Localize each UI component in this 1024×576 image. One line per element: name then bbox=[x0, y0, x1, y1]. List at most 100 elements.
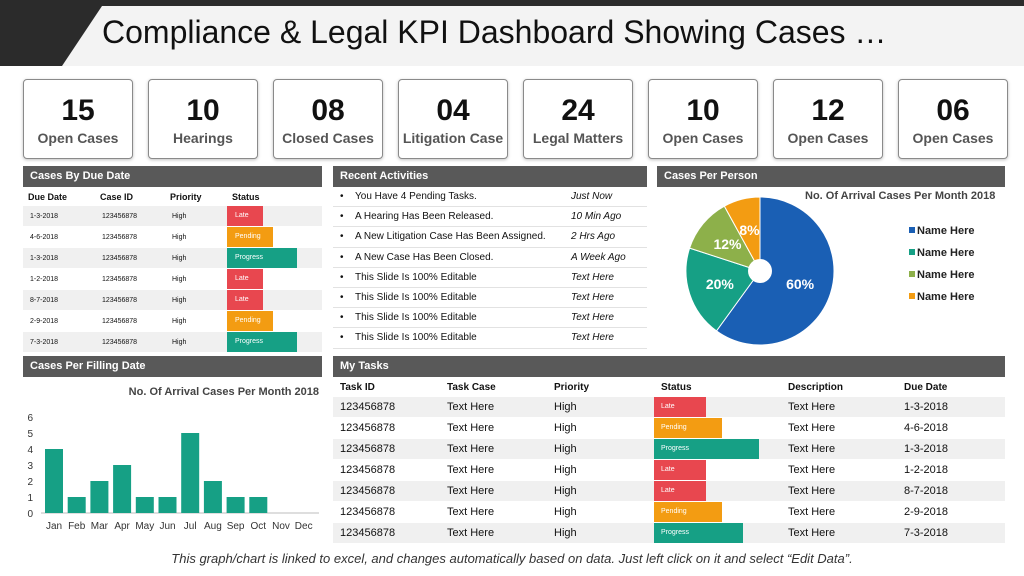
activity-item[interactable]: • This Slide Is 100% Editable Text Here bbox=[333, 308, 647, 329]
table-row[interactable]: 123456878 Text Here High Late Text Here 1-2-2… bbox=[333, 459, 1005, 481]
table-cell: High bbox=[165, 206, 227, 227]
status-cell: Late bbox=[654, 480, 781, 502]
table-cell: Text Here bbox=[781, 417, 897, 439]
table-cell: 1-2-2018 bbox=[897, 459, 1005, 481]
activity-item[interactable]: • A New Case Has Been Closed. A Week Ago bbox=[333, 248, 647, 268]
pie-slice[interactable] bbox=[715, 196, 835, 346]
bar[interactable] bbox=[113, 465, 132, 513]
kpi-value: 10 bbox=[186, 94, 220, 127]
bar-chart[interactable]: No. Of Arrival Cases Per Month 2018 0 1 2 3 4… bbox=[23, 377, 323, 537]
bar[interactable] bbox=[226, 497, 245, 513]
activity-text: This Slide Is 100% Editable bbox=[355, 332, 477, 344]
activity-item[interactable]: • A Hearing Has Been Released. 10 Min Ago bbox=[333, 207, 647, 228]
kpi-card-open-cases-4[interactable]: 06 Open Cases bbox=[898, 79, 1008, 159]
bar-chart-title: No. Of Arrival Cases Per Month 2018 bbox=[129, 386, 319, 398]
table-row[interactable]: 1-2-2018 123456878 High Late bbox=[23, 268, 322, 290]
kpi-card-open-cases[interactable]: 15 Open Cases bbox=[23, 79, 133, 159]
activity-item[interactable]: • This Slide Is 100% Editable Text Here bbox=[333, 268, 647, 288]
table-row[interactable]: 7-3-2018 123456878 High Progress bbox=[23, 331, 322, 353]
table-cell: Text Here bbox=[440, 501, 547, 523]
activity-item[interactable]: • This Slide Is 100% Editable Text Here bbox=[333, 288, 647, 309]
pie-chart[interactable]: 60% 20% 12%8% bbox=[684, 196, 836, 346]
table-cell: 4-6-2018 bbox=[23, 226, 95, 248]
status-cell: Pending bbox=[227, 310, 322, 332]
kpi-label: Legal Matters bbox=[532, 130, 624, 146]
y-tick-label: 6 bbox=[27, 413, 33, 424]
column-header: Case ID bbox=[100, 192, 134, 202]
bullet-icon: • bbox=[340, 291, 344, 303]
status-badge: Pending bbox=[227, 311, 273, 331]
activity-item[interactable]: • You Have 4 Pending Tasks. Just Now bbox=[333, 187, 647, 208]
activity-item[interactable]: • This Slide Is 100% Editable Text Here bbox=[333, 328, 647, 349]
kpi-card-open-cases-2[interactable]: 10 Open Cases bbox=[648, 79, 758, 159]
table-cell: High bbox=[165, 226, 227, 248]
activity-item[interactable]: • A New Litigation Case Has Been Assigned… bbox=[333, 227, 647, 248]
kpi-card-open-cases-3[interactable]: 12 Open Cases bbox=[773, 79, 883, 159]
activity-text: This Slide Is 100% Editable bbox=[355, 271, 477, 283]
pie-slice[interactable] bbox=[723, 196, 761, 272]
table-cell: High bbox=[547, 480, 654, 502]
table-cell: 123456878 bbox=[333, 501, 440, 523]
table-row[interactable]: 123456878 Text Here High Progress Text Here 1… bbox=[333, 438, 1005, 460]
table-row[interactable]: 123456878 Text Here High Progress Text Here 7… bbox=[333, 522, 1005, 544]
bar[interactable] bbox=[181, 433, 200, 513]
legend-swatch bbox=[909, 271, 915, 277]
legend-label: Name Here bbox=[917, 225, 975, 237]
column-header: Priority bbox=[554, 381, 590, 393]
table-row[interactable]: 123456878 Text Here High Late Text Here 8-7-2… bbox=[333, 480, 1005, 502]
activity-time: A Week Ago bbox=[571, 251, 626, 263]
bar[interactable] bbox=[135, 497, 154, 513]
tasks-table: Task ID Task Case Priority Status Descri… bbox=[333, 377, 1005, 544]
status-badge: Progress bbox=[227, 332, 297, 352]
table-cell: High bbox=[547, 501, 654, 523]
status-cell: Late bbox=[227, 289, 322, 311]
table-row[interactable]: 8-7-2018 123456878 High Late bbox=[23, 289, 322, 311]
table-row[interactable]: 123456878 Text Here High Late Text Here 1-3-2… bbox=[333, 397, 1005, 418]
pie-slice[interactable] bbox=[685, 247, 761, 332]
column-header: Task ID bbox=[340, 381, 375, 393]
table-row[interactable]: 123456878 Text Here High Pending Text Here 2-… bbox=[333, 501, 1005, 523]
table-cell: Text Here bbox=[440, 480, 547, 502]
bar[interactable] bbox=[45, 449, 63, 513]
table-row[interactable]: 1-3-2018 123456878 High Late bbox=[23, 206, 322, 227]
kpi-value: 12 bbox=[811, 94, 845, 127]
bar[interactable] bbox=[249, 497, 268, 513]
table-cell: 2-9-2018 bbox=[897, 501, 1005, 523]
kpi-row: 15 Open Cases 10 Hearings 08 Closed Case… bbox=[23, 79, 1008, 159]
table-cell: 8-7-2018 bbox=[897, 480, 1005, 502]
table-cell: 123456878 bbox=[95, 268, 165, 290]
table-row[interactable]: 2-9-2018 123456878 High Pending bbox=[23, 310, 322, 332]
kpi-label: Open Cases bbox=[662, 130, 744, 146]
table-cell: 1-3-2018 bbox=[897, 397, 1005, 418]
kpi-card-closed-cases[interactable]: 08 Closed Cases bbox=[273, 79, 383, 159]
status-badge: Late bbox=[227, 290, 263, 310]
status-badge: Progress bbox=[227, 248, 297, 268]
table-cell: Text Here bbox=[440, 417, 547, 439]
y-tick-label: 3 bbox=[27, 461, 33, 472]
kpi-value: 04 bbox=[436, 94, 470, 127]
table-cell: High bbox=[165, 268, 227, 290]
table-cell: 1-3-2018 bbox=[897, 438, 1005, 460]
table-cell: 123456878 bbox=[333, 397, 440, 418]
kpi-card-hearings[interactable]: 10 Hearings bbox=[148, 79, 258, 159]
kpi-card-legal-matters[interactable]: 24 Legal Matters bbox=[523, 79, 633, 159]
table-row[interactable]: 1-3-2018 123456878 High Progress bbox=[23, 247, 322, 269]
bullet-icon: • bbox=[340, 271, 344, 283]
table-cell: Text Here bbox=[781, 459, 897, 481]
panel-header-due-date: Cases By Due Date bbox=[23, 166, 322, 187]
activity-text: A New Litigation Case Has Been Assigned. bbox=[355, 231, 546, 243]
kpi-card-litigation-case[interactable]: 04 Litigation Case bbox=[398, 79, 508, 159]
bar[interactable] bbox=[90, 481, 109, 513]
bar[interactable] bbox=[67, 497, 86, 513]
table-row[interactable]: 123456878 Text Here High Pending Text Here 4-… bbox=[333, 417, 1005, 439]
table-cell: Text Here bbox=[440, 459, 547, 481]
table-row[interactable]: 4-6-2018 123456878 High Pending bbox=[23, 226, 322, 248]
table-cell: 4-6-2018 bbox=[897, 417, 1005, 439]
bar[interactable] bbox=[203, 481, 222, 513]
table-cell: 1-3-2018 bbox=[23, 206, 95, 227]
x-tick-label: Jan bbox=[46, 521, 62, 532]
status-cell: Late bbox=[227, 268, 322, 290]
table-cell: Text Here bbox=[781, 397, 897, 418]
bar[interactable] bbox=[158, 497, 177, 513]
legend-item: Name Here bbox=[909, 225, 974, 237]
